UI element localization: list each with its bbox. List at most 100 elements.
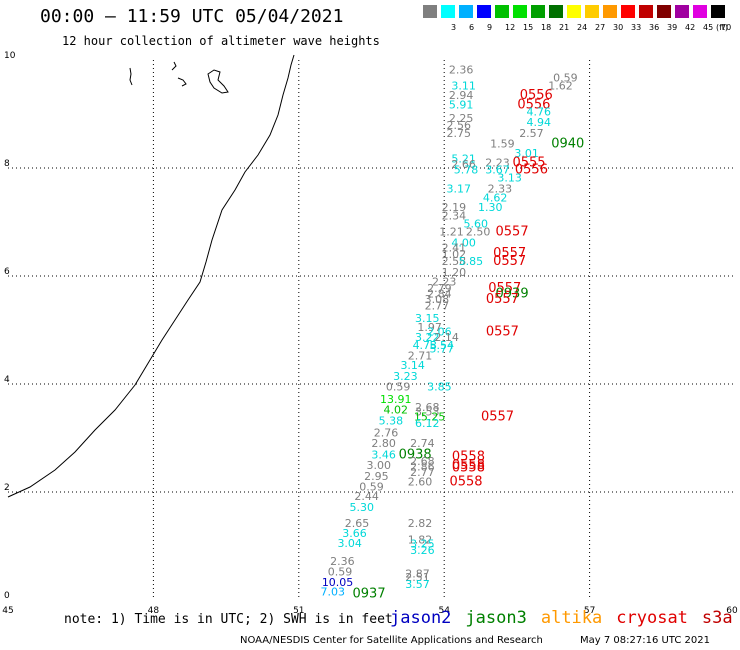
wave-height-label: 2.34 bbox=[442, 209, 467, 222]
wave-height-label: 5.78 bbox=[454, 163, 479, 176]
wave-height-label: 3.00 bbox=[367, 459, 392, 472]
wave-height-label: 4.00 bbox=[451, 236, 476, 249]
wave-height-label: 3.26 bbox=[410, 544, 435, 557]
wave-height-label: 2.74 bbox=[410, 437, 435, 450]
x-tick-label: 54 bbox=[438, 606, 450, 616]
wave-height-label: 5.38 bbox=[379, 415, 404, 428]
wave-height-label: 2.68 bbox=[410, 455, 435, 468]
legend-swatch bbox=[638, 4, 654, 19]
pass-time-label: 0557 bbox=[486, 292, 519, 307]
y-tick-label: 4 bbox=[4, 375, 10, 385]
legend-swatch bbox=[566, 4, 582, 19]
wave-height-label: 0.59 bbox=[386, 380, 411, 393]
wave-height-label: 5.77 bbox=[430, 343, 455, 356]
footer-date: May 7 08:27:16 UTC 2021 bbox=[580, 635, 710, 646]
mission-s3a: s3a bbox=[701, 608, 733, 628]
wave-height-label: 3.11 bbox=[451, 80, 476, 93]
x-tick-label: 48 bbox=[148, 606, 160, 616]
wave-height-label: 5.30 bbox=[350, 501, 375, 514]
legend-label: 9 bbox=[487, 23, 493, 32]
legend-swatch bbox=[710, 4, 726, 19]
axis-tick-labels: 45 48 51 54 57 60 0 2 4 6 8 10 bbox=[2, 51, 738, 616]
wave-height-label: 2.77 bbox=[425, 299, 450, 312]
pass-time-label: 0557 bbox=[481, 410, 514, 425]
wave-height-label: 2.71 bbox=[408, 350, 433, 363]
map-title: 00:00 – 11:59 UTC 05/04/2021 bbox=[40, 6, 344, 27]
legend-swatch bbox=[530, 4, 546, 19]
wave-height-label: 4.02 bbox=[383, 404, 408, 417]
wave-height-label: 2.95 bbox=[364, 470, 389, 483]
wave-height-label: 15.25 bbox=[414, 411, 446, 424]
wave-height-label: 3.08 bbox=[425, 293, 450, 306]
x-tick-label: 57 bbox=[584, 606, 595, 616]
wave-height-label: 2.68 bbox=[415, 401, 440, 414]
legend-label: 24 bbox=[577, 23, 588, 32]
wave-height-label: 2.86 bbox=[410, 460, 435, 473]
wave-height-label: 1.62 bbox=[548, 80, 573, 93]
y-tick-label: 8 bbox=[4, 159, 10, 169]
wave-height-label: 1.59 bbox=[490, 137, 515, 150]
wave-height-label: 1.30 bbox=[478, 201, 503, 214]
pass-time-label: 0557 bbox=[486, 324, 519, 339]
legend-swatch bbox=[422, 4, 438, 19]
pass-time-label: 0937 bbox=[353, 586, 386, 601]
y-tick-label: 10 bbox=[4, 51, 16, 61]
wave-height-label: 2.23 bbox=[485, 156, 510, 169]
legend-label: 12 bbox=[505, 23, 516, 32]
wave-height-label: 2.57 bbox=[519, 127, 544, 140]
wave-height-label: 3.17 bbox=[446, 182, 471, 195]
legend-label: 30 bbox=[613, 23, 624, 32]
wave-height-label: 2.50 bbox=[466, 226, 491, 239]
legend-swatch bbox=[692, 4, 708, 19]
pass-time-label: 0556 bbox=[515, 162, 548, 177]
wave-height-label: 2.66 bbox=[451, 158, 476, 171]
wave-height-label: 3.46 bbox=[371, 449, 396, 462]
legend-label: 33 bbox=[631, 23, 642, 32]
footer-center-name: NOAA/NESDIS Center for Satellite Applica… bbox=[240, 635, 543, 646]
pass-time-label: 0558 bbox=[452, 450, 485, 465]
wave-height-label: 2.79 bbox=[427, 282, 452, 295]
pass-time-label: 0556 bbox=[517, 98, 550, 113]
y-tick-label: 2 bbox=[4, 483, 10, 493]
pass-time-label: 0938 bbox=[399, 448, 432, 463]
wave-height-label: 1.20 bbox=[442, 266, 467, 279]
wave-height-label: 2.94 bbox=[449, 89, 474, 102]
wave-height-label: 3.53 bbox=[415, 405, 440, 418]
y-tick-label: 6 bbox=[4, 267, 10, 277]
wave-height-label: 2.87 bbox=[405, 567, 430, 580]
wave-height-label: 4.76 bbox=[526, 106, 551, 119]
wave-height-label: 2.36 bbox=[330, 555, 355, 568]
wave-height-label: 13.91 bbox=[380, 393, 412, 406]
legend-swatch bbox=[656, 4, 672, 19]
wave-height-label: 1.21 bbox=[439, 226, 464, 239]
mission-altika: altika bbox=[540, 608, 603, 628]
wave-height-label: 2.06 bbox=[427, 325, 452, 338]
pass-time-label: 0557 bbox=[496, 225, 529, 240]
map-subtitle: 12 hour collection of altimeter wave hei… bbox=[62, 34, 380, 48]
x-tick-label: 51 bbox=[293, 606, 304, 616]
pass-time-label: 0556 bbox=[520, 88, 553, 103]
pass-time-label: 0939 bbox=[496, 287, 529, 302]
legend-label: 21 bbox=[559, 23, 570, 32]
wave-height-label: 0.59 bbox=[359, 480, 384, 493]
pass-time-label: 0558 bbox=[452, 458, 485, 473]
wave-height-label: 7.03 bbox=[320, 586, 345, 599]
wave-height-label: 5.85 bbox=[459, 255, 484, 268]
legend-label: 3 bbox=[451, 23, 457, 32]
wave-height-label: 3.57 bbox=[405, 578, 430, 591]
legend-label: 45 bbox=[703, 23, 714, 32]
wave-height-label: 2.58 bbox=[442, 255, 467, 268]
wave-height-label: 2.82 bbox=[408, 517, 433, 530]
wave-height-label: 0.59 bbox=[328, 566, 353, 579]
wave-height-label: 5.91 bbox=[449, 99, 474, 112]
wave-height-label: 2.36 bbox=[449, 64, 474, 77]
legend-label: 6 bbox=[469, 23, 475, 32]
wave-height-label: 2.19 bbox=[442, 201, 467, 214]
pass-time-label: 0557 bbox=[493, 254, 526, 269]
wave-height-label: 3.85 bbox=[427, 380, 452, 393]
wave-height-label: 5.60 bbox=[463, 217, 488, 230]
wave-height-label: 2.25 bbox=[449, 112, 474, 125]
pass-time-label: 0558 bbox=[449, 475, 482, 490]
